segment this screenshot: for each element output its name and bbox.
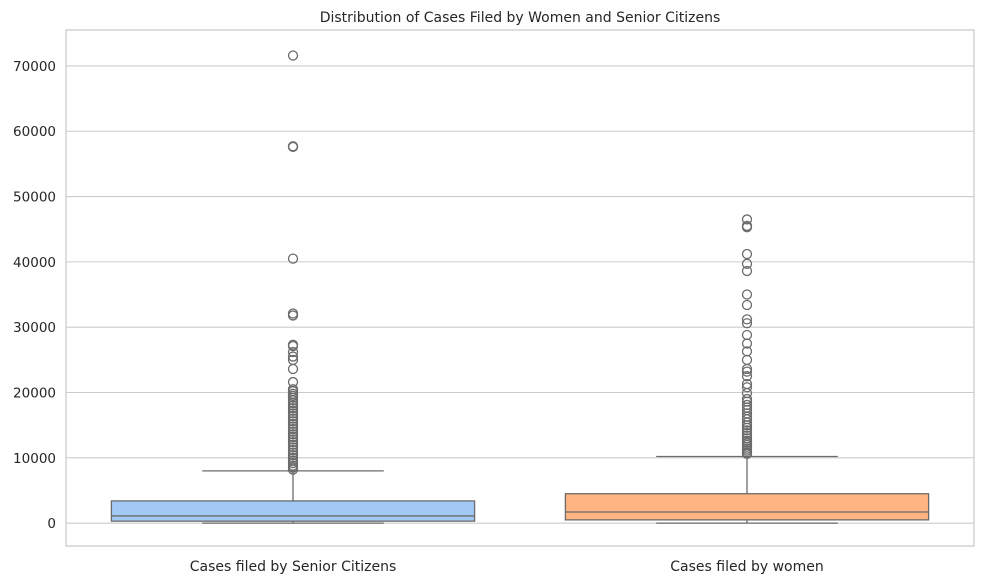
outlier-point [287,351,299,362]
y-tick-label: 20000 [13,386,56,402]
outlier-point [287,444,299,456]
outlier-point [287,410,299,422]
outlier-point [287,340,299,352]
outlier-point [287,395,299,406]
outlier-point [287,434,299,445]
outlier-point [287,447,299,458]
outlier-point [287,400,299,411]
outlier-point [741,329,753,341]
outlier-point [741,427,753,439]
y-tick-label: 30000 [13,320,56,336]
outlier-point [741,314,753,325]
outlier-point [287,423,299,435]
x-category-label: Cases filed by women [670,559,823,575]
outlier-point [287,431,299,443]
outlier-point [741,299,753,311]
outlier-point [287,408,299,419]
outlier-point [287,403,299,414]
outlier-point [741,422,753,433]
outlier-point [741,420,753,431]
y-tick-label: 40000 [13,255,56,271]
outlier-point [287,141,299,153]
grid-lines [66,65,974,524]
outlier-point [741,354,753,365]
outlier-point [287,464,299,475]
y-axis-ticks: 0 10000 20000 30000 40000 50000 60000 70000 [13,59,56,532]
outlier-point [741,222,753,233]
y-tick-label: 10000 [13,451,56,467]
outlier-point [287,310,299,321]
outlier-point [287,253,299,264]
outlier-point [287,50,299,61]
y-tick-label: 50000 [13,190,56,206]
outlier-point [287,450,299,461]
outlier-point [287,392,299,403]
outlier-point [287,426,299,437]
outlier-point [741,417,753,428]
outlier-point [287,363,299,375]
outlier-point [287,442,299,453]
iqr-box [564,493,930,521]
outlier-point [287,421,299,432]
outlier-point [741,382,753,393]
boxes [110,50,930,524]
box-series-1 [564,214,930,524]
outlier-point [287,405,299,416]
outlier-point [287,397,299,409]
outlier-point [287,436,299,448]
outlier-point [741,289,753,300]
y-tick-label: 70000 [13,59,56,75]
outlier-point [741,265,753,277]
plot-frame [65,29,975,547]
outlier-point [287,413,299,424]
outlier-point [287,418,299,430]
outlier-point [741,366,753,377]
box-series-0 [110,50,476,524]
outlier-point [741,258,753,269]
outlier-point [741,318,753,329]
outlier-point [741,214,753,225]
outlier-point [741,363,753,375]
chart-title: Distribution of Cases Filed by Women and… [320,10,721,26]
x-category-label: Cases filed by Senior Citizens [190,559,397,575]
outlier-point [741,448,753,460]
y-tick-label: 0 [47,516,56,532]
outlier-point [287,457,299,469]
iqr-box [110,500,476,522]
outlier-point [287,429,299,440]
y-tick-label: 60000 [13,124,56,140]
outlier-point [287,439,299,450]
outlier-point [287,452,299,463]
outlier-point [741,338,753,349]
outlier-point [741,425,753,436]
outlier-point [741,248,753,260]
x-axis-labels: Cases filed by Senior Citizens Cases file… [190,559,824,575]
outlier-point [287,346,299,358]
outlier-point [741,371,753,382]
outlier-point [287,416,299,427]
